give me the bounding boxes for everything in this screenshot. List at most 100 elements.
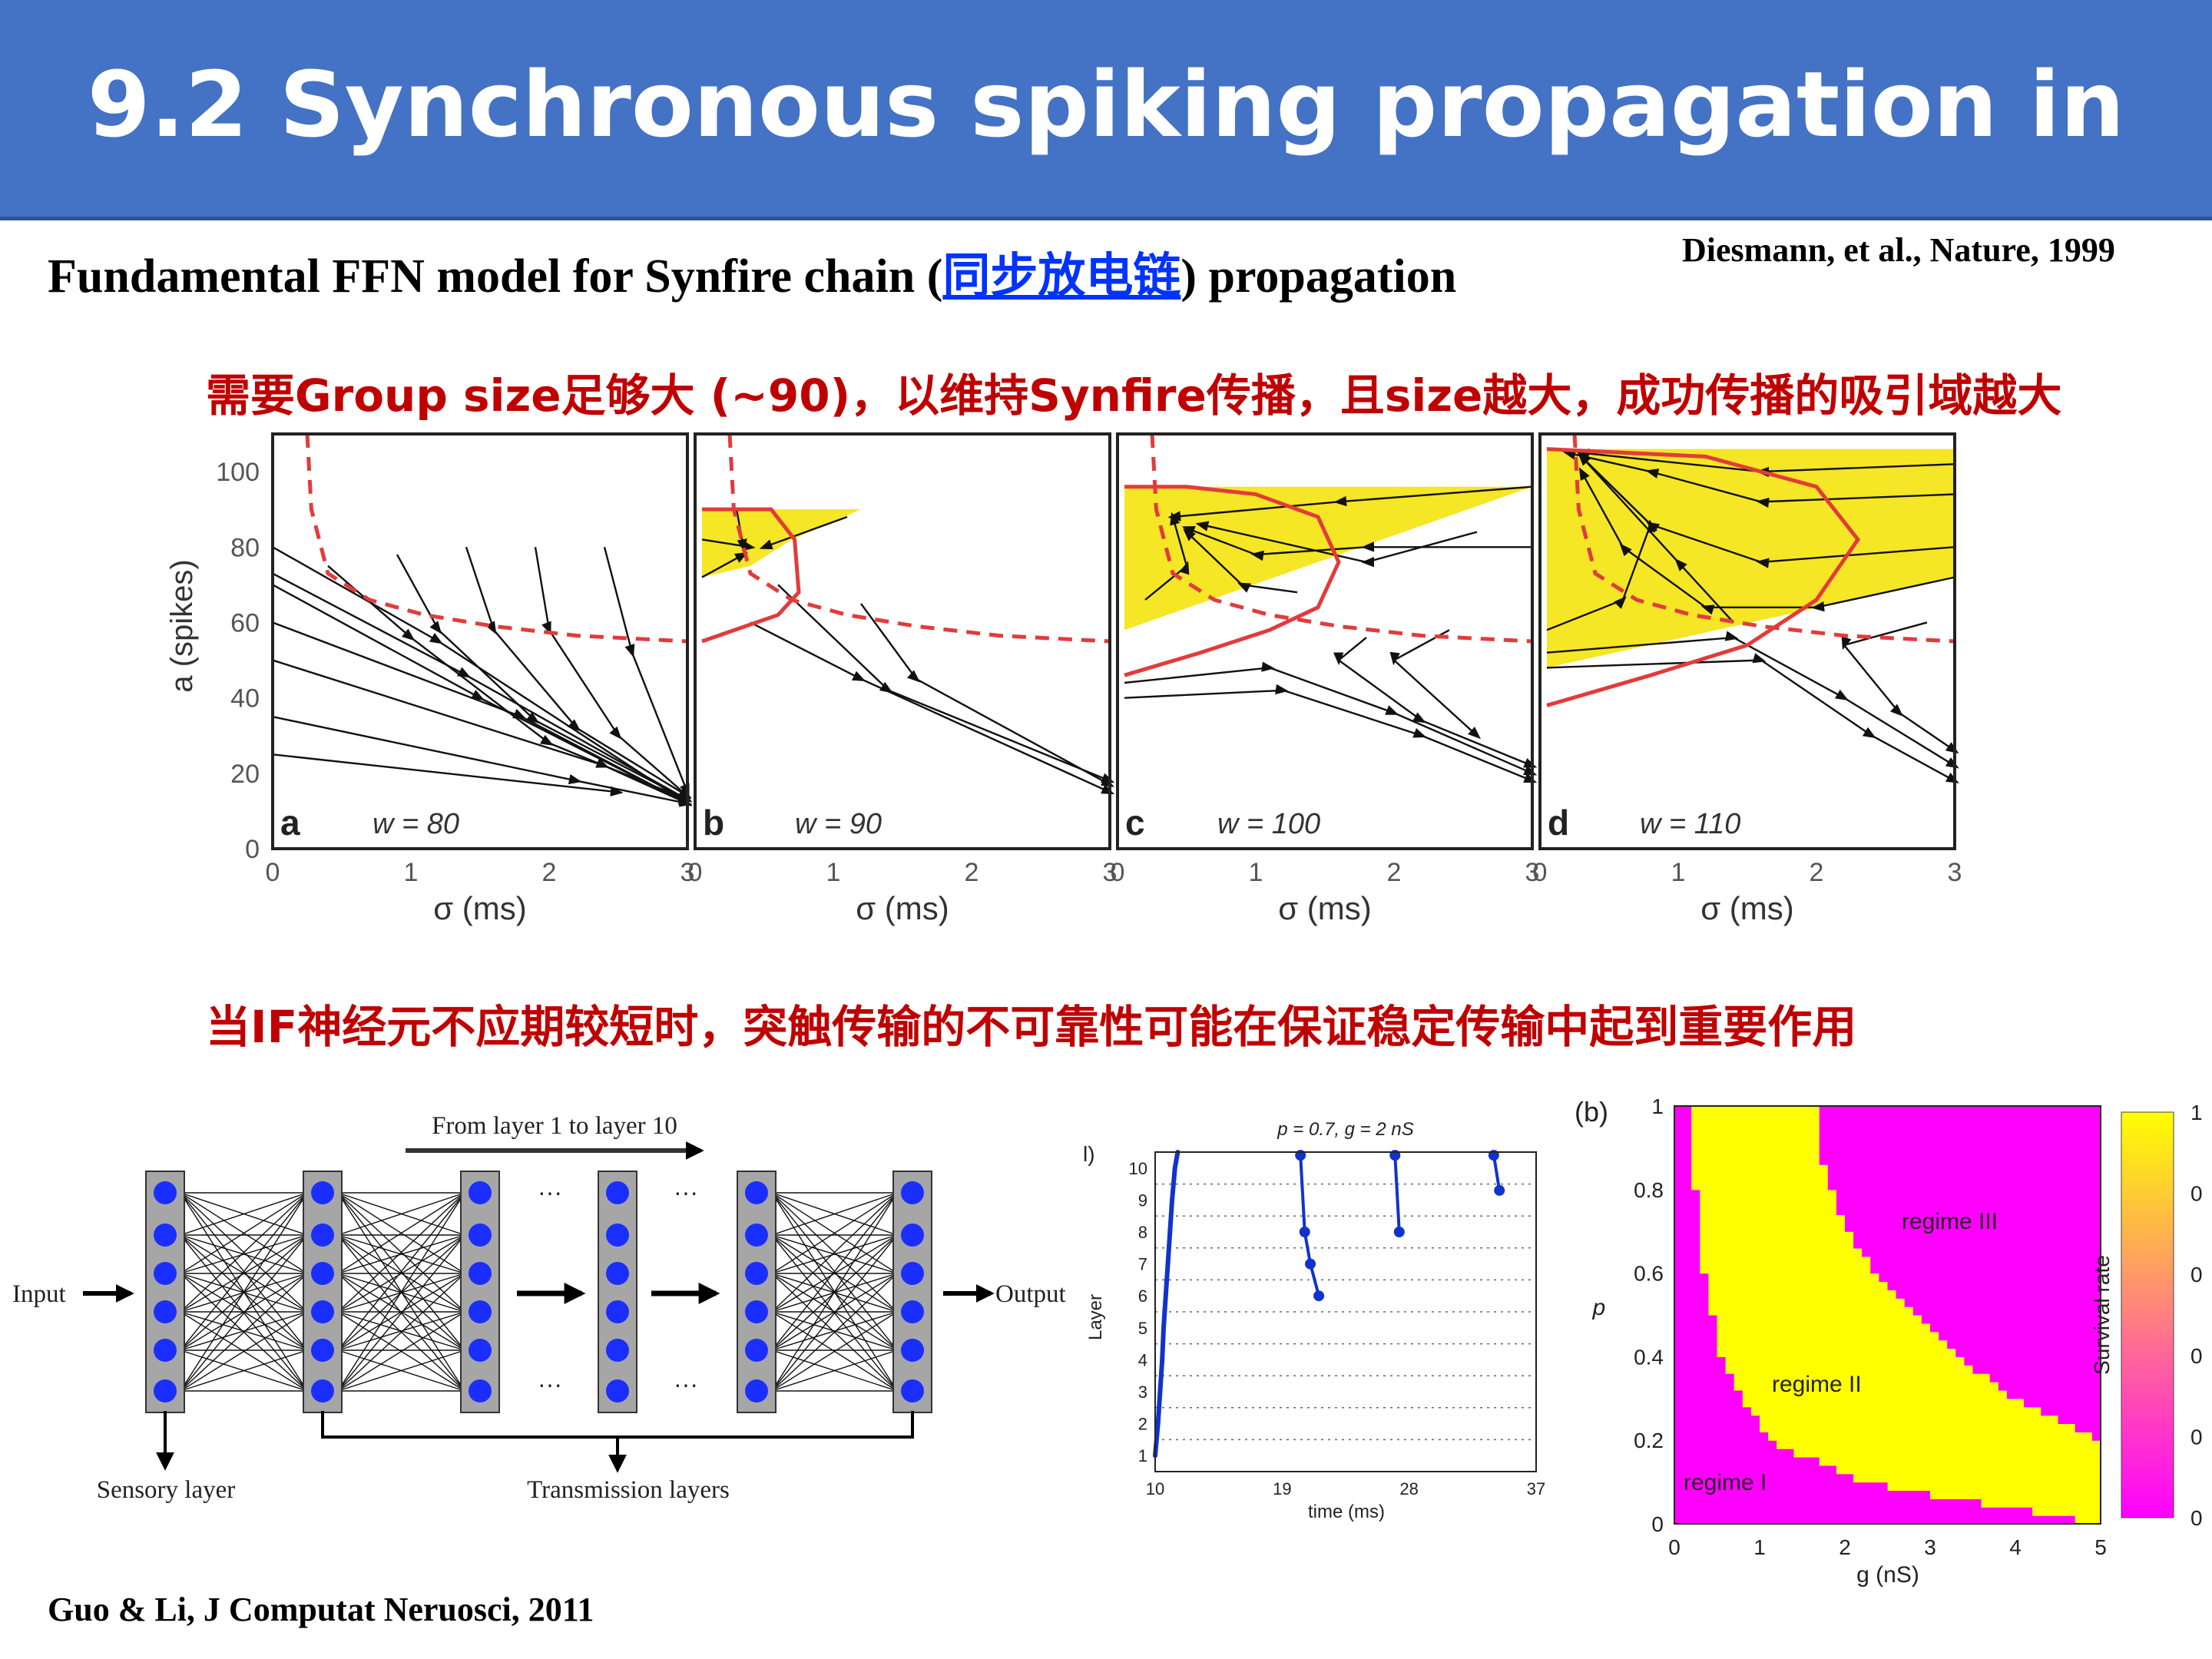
- heatmap-cell: [1785, 1498, 1794, 1508]
- heatmap-cell: [1777, 1490, 1786, 1499]
- heatmap-cell: [1768, 1465, 1777, 1475]
- colorbar: [2121, 1111, 2174, 1518]
- heatmap-cell: [1750, 1498, 1760, 1508]
- heatmap-cell: [2049, 1197, 2059, 1207]
- heatmap-cell: [2041, 1365, 2050, 1374]
- heatmap-cell: [1964, 1415, 1974, 1425]
- heatmap-cell: [1725, 1389, 1735, 1399]
- heatmap-cell: [1972, 1106, 1982, 1115]
- heatmap-cell: [1939, 1373, 1948, 1382]
- y-tick-label: 0: [245, 835, 260, 864]
- heatmap-cell: [1810, 1240, 1820, 1249]
- heatmap-cell: [2066, 1139, 2076, 1148]
- heatmap-cell: [1939, 1290, 1948, 1299]
- heatmap-cell: [1887, 1247, 1897, 1257]
- heatmap-cell: [1896, 1440, 1906, 1449]
- heatmap-cell: [1853, 1106, 1863, 1115]
- raster-y-tick: 1: [1138, 1446, 1147, 1465]
- heatmap-cell: [1870, 1440, 1879, 1449]
- heatmap-cell: [1717, 1348, 1727, 1357]
- neuron: [606, 1181, 629, 1204]
- heatmap-cell: [1683, 1156, 1692, 1165]
- heatmap-cell: [1785, 1247, 1794, 1257]
- heatmap-cell: [1845, 1323, 1854, 1333]
- heatmap-cell: [1691, 1415, 1700, 1425]
- heatmap-cell: [2058, 1189, 2068, 1199]
- heatmap-cell: [1887, 1515, 1897, 1525]
- heatmap-cell: [1785, 1214, 1794, 1224]
- heatmap-cell: [2091, 1515, 2101, 1525]
- heatmap-cell: [2041, 1139, 2050, 1148]
- heatmap-cell: [2083, 1482, 2093, 1492]
- heatmap-cell: [1955, 1247, 1965, 1257]
- heatmap-cell: [1700, 1449, 1709, 1458]
- heatmap-cell: [1955, 1432, 1965, 1441]
- heatmap-cell: [2032, 1147, 2041, 1157]
- heatmap-cell: [1930, 1290, 1939, 1299]
- heatmap-cell: [1921, 1507, 1931, 1516]
- heatmap-cell: [2041, 1423, 2050, 1432]
- heatmap-cell: [1836, 1348, 1846, 1357]
- heatmap-cell: [1700, 1373, 1709, 1382]
- heatmap-cell: [2032, 1139, 2041, 1148]
- heatmap-cell: [1862, 1315, 1871, 1324]
- heatmap-cell: [1904, 1156, 1914, 1165]
- heatmap-cell: [1760, 1356, 1769, 1366]
- heatmap-cell: [1717, 1256, 1727, 1266]
- heatmap-cell: [1870, 1164, 1879, 1174]
- heatmap-cell: [1862, 1281, 1871, 1290]
- heatmap-cell: [1947, 1298, 1956, 1307]
- heatmap-cell: [2091, 1373, 2101, 1382]
- heatmap-cell: [1785, 1164, 1794, 1174]
- heatmap-cell: [1760, 1114, 1769, 1124]
- heatmap-cell: [1777, 1147, 1786, 1157]
- heatmap-cell: [2075, 1290, 2085, 1299]
- heatmap-cell: [1947, 1473, 1956, 1483]
- heatmap-cell: [2058, 1490, 2068, 1499]
- heatmap-cell: [1939, 1423, 1948, 1432]
- heatmap-cell: [1845, 1189, 1854, 1199]
- heatmap-cell: [1717, 1306, 1727, 1316]
- heatmap-cell: [1947, 1482, 1956, 1492]
- heatmap-cell: [1819, 1256, 1829, 1266]
- heatmap-cell: [1827, 1389, 1837, 1399]
- heatmap-cell: [1939, 1432, 1948, 1441]
- heatmap-cell: [2024, 1114, 2033, 1124]
- heatmap-cell: [2006, 1315, 2016, 1324]
- heatmap-cell: [1853, 1231, 1863, 1240]
- heatmap-cell: [1921, 1373, 1931, 1382]
- heatmap-cell: [1989, 1356, 1999, 1366]
- heatmap-cell: [1742, 1256, 1752, 1266]
- heatmap-cell: [1793, 1356, 1803, 1366]
- heatmap-cell: [2058, 1449, 2068, 1458]
- heatmap-cell: [1785, 1181, 1794, 1190]
- heatmap-cell: [1674, 1415, 1684, 1425]
- heatmap-cell: [1853, 1315, 1863, 1324]
- heatmap-cell: [2041, 1373, 2050, 1382]
- heatmap-cell: [2066, 1406, 2076, 1416]
- heatmap-cell: [2066, 1348, 2076, 1357]
- heatmap-cell: [1708, 1356, 1718, 1366]
- heatmap-cell: [1785, 1515, 1794, 1525]
- heatmap-cell: [1691, 1147, 1700, 1157]
- heatmap-cell: [1972, 1273, 1982, 1283]
- heatmap-cell: [1870, 1114, 1879, 1124]
- heatmap-cell: [1887, 1398, 1897, 1408]
- heatmap-cell: [1777, 1482, 1786, 1492]
- heatmap-cell: [1785, 1273, 1794, 1283]
- heatmap-cell: [1879, 1515, 1889, 1525]
- heatmap-cell: [1674, 1331, 1684, 1341]
- heatmap-cell: [1930, 1440, 1939, 1449]
- heatmap-cell: [1742, 1264, 1752, 1274]
- heatmap-cell: [1887, 1323, 1897, 1333]
- raster-y-tick: 2: [1138, 1415, 1147, 1434]
- heatmap-cell: [1939, 1264, 1948, 1274]
- heatmap-cell: [1742, 1498, 1752, 1508]
- synfire-chain-link[interactable]: 同步放电链: [942, 250, 1181, 303]
- heatmap-cell: [1734, 1406, 1743, 1416]
- heatmap-cell: [2024, 1415, 2033, 1425]
- trajectory: [1167, 485, 1533, 522]
- heatmap-cell: [2024, 1231, 2033, 1240]
- neuron: [469, 1379, 492, 1402]
- heatmap-cell: [1700, 1348, 1709, 1357]
